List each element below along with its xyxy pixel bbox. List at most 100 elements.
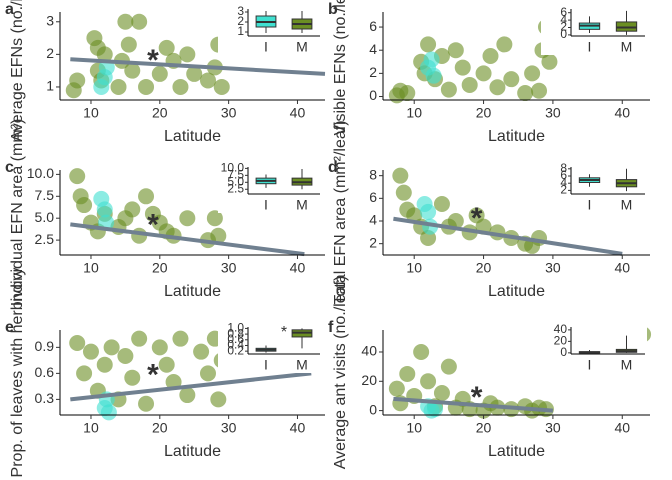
point xyxy=(179,387,196,404)
inset-category-label: M xyxy=(621,39,633,55)
annotation: * xyxy=(471,381,483,414)
x-tick-label: 20 xyxy=(476,420,492,436)
point xyxy=(110,78,127,95)
trend-line xyxy=(70,222,305,257)
y-tick-label: 20 xyxy=(361,372,377,388)
point xyxy=(131,13,148,30)
point xyxy=(475,65,492,82)
point xyxy=(131,330,148,347)
trend-line xyxy=(393,216,623,256)
panel-letter: c xyxy=(5,159,14,176)
x-axis-label: Latitude xyxy=(488,128,545,145)
x-tick-label: 30 xyxy=(545,105,561,121)
point xyxy=(425,67,442,84)
trend-line xyxy=(70,371,312,402)
point xyxy=(210,391,227,408)
point xyxy=(151,339,168,356)
point xyxy=(388,380,405,397)
inset-y-tick-label: 4 xyxy=(560,12,567,26)
inset-y-tick-label: 2 xyxy=(560,183,567,197)
point xyxy=(138,78,155,95)
x-tick-label: 20 xyxy=(152,105,168,121)
inset-y-tick-label: 0.8 xyxy=(227,326,244,340)
y-tick-label: 1 xyxy=(46,78,54,94)
annotation: * xyxy=(471,202,483,235)
inset-category-label: I xyxy=(588,39,592,55)
point xyxy=(117,348,134,365)
point xyxy=(199,72,216,89)
inset-y-tick-label: 2 xyxy=(560,20,567,34)
inset-y-tick-label: 6 xyxy=(560,168,567,182)
inset-category-label: M xyxy=(296,357,308,373)
x-tick-label: 20 xyxy=(476,260,492,276)
point xyxy=(172,78,189,95)
point xyxy=(454,59,471,76)
panel-letter: b xyxy=(328,1,338,18)
x-tick-label: 40 xyxy=(614,420,630,436)
y-tick-label: 2 xyxy=(369,234,377,250)
y-tick-label: 2.5 xyxy=(35,231,55,247)
point xyxy=(158,356,175,373)
point xyxy=(96,201,113,218)
y-tick-label: 6 xyxy=(369,18,377,34)
x-tick-label: 10 xyxy=(406,105,422,121)
trend-line xyxy=(393,396,554,413)
y-axis-label: Prop. of leaves with herbivory xyxy=(9,268,26,478)
inset-bg xyxy=(541,324,647,373)
panel-letter: a xyxy=(5,1,14,18)
point xyxy=(399,85,416,102)
point xyxy=(433,196,450,212)
point xyxy=(124,369,141,386)
inset-y-tick-label: 1.0 xyxy=(227,321,244,335)
point xyxy=(210,227,227,244)
inset-bg xyxy=(218,6,322,55)
panel-letter: d xyxy=(328,159,338,176)
x-tick-label: 30 xyxy=(221,260,237,276)
point xyxy=(179,210,196,227)
inset-y-tick-label: 3 xyxy=(237,4,244,18)
y-tick-label: 10.0 xyxy=(27,165,54,181)
point xyxy=(420,373,437,390)
point xyxy=(103,339,120,356)
point xyxy=(517,85,534,102)
x-tick-label: 30 xyxy=(545,260,561,276)
inset-annotation: * xyxy=(281,324,287,341)
x-tick-label: 30 xyxy=(545,420,561,436)
inset-y-tick-label: 0.6 xyxy=(227,332,244,346)
x-tick-label: 30 xyxy=(221,105,237,121)
trend-line xyxy=(70,57,326,76)
point xyxy=(120,36,137,53)
annotation: * xyxy=(147,359,159,392)
annotation: * xyxy=(147,209,159,242)
x-tick-label: 10 xyxy=(83,260,99,276)
point xyxy=(69,335,86,352)
y-tick-label: 6 xyxy=(369,189,377,205)
point xyxy=(413,343,430,360)
inset-y-tick-label: 6 xyxy=(560,5,567,19)
inset-y-tick-label: 0 xyxy=(560,27,567,41)
point xyxy=(447,42,464,59)
inset-bg xyxy=(541,164,647,213)
y-axis-label: Individual EFN area (mm²) xyxy=(9,119,26,307)
point xyxy=(541,53,558,70)
y-tick-label: 0.6 xyxy=(35,364,55,380)
y-tick-label: 40 xyxy=(361,343,377,359)
y-axis-label: Average EFNs (no./leaf) xyxy=(9,0,26,142)
point xyxy=(82,343,99,360)
annotation: * xyxy=(147,44,159,77)
y-tick-label: 0.3 xyxy=(35,390,55,406)
point xyxy=(440,81,457,98)
inset-y-tick-label: 5.0 xyxy=(227,174,244,188)
point xyxy=(124,62,141,79)
point xyxy=(76,365,93,382)
x-tick-label: 10 xyxy=(406,420,422,436)
x-axis-label: Latitude xyxy=(488,283,545,300)
point xyxy=(193,343,210,360)
inset-y-tick-label: 10.0 xyxy=(221,161,245,175)
point xyxy=(151,65,168,82)
x-tick-label: 20 xyxy=(476,105,492,121)
x-tick-label: 40 xyxy=(614,260,630,276)
point xyxy=(399,365,416,382)
y-tick-label: 0 xyxy=(369,87,377,103)
point xyxy=(158,39,175,56)
